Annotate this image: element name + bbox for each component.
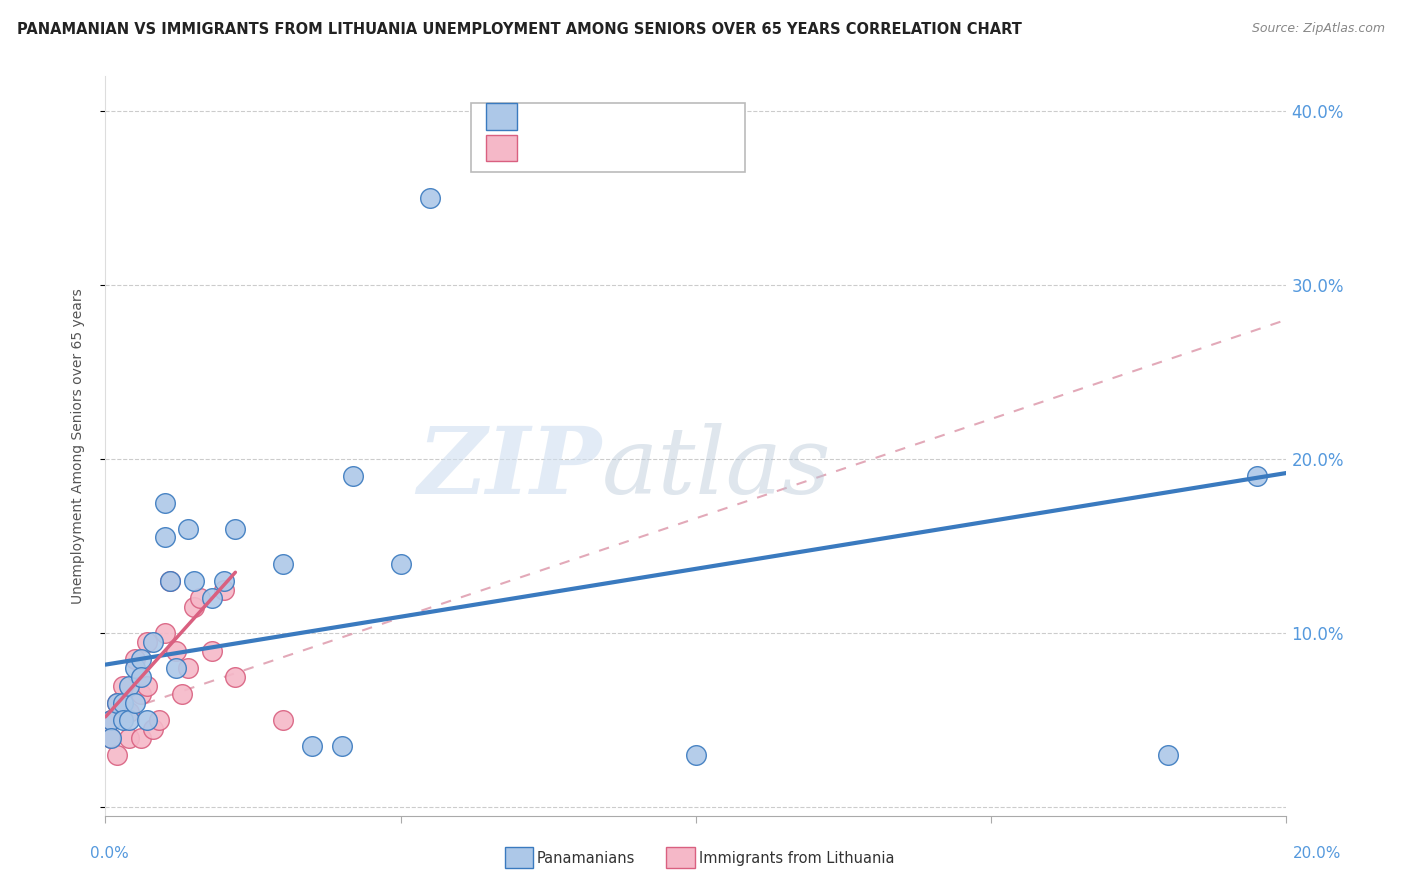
Point	[212, 574, 235, 588]
Point	[159, 574, 181, 588]
Point	[142, 635, 165, 649]
Point	[224, 522, 246, 536]
Point	[224, 670, 246, 684]
Point	[1157, 748, 1180, 763]
Point	[153, 495, 176, 509]
Text: R = 0.415: R = 0.415	[530, 141, 610, 155]
Point	[129, 670, 152, 684]
Point	[177, 522, 200, 536]
Point	[271, 714, 294, 728]
Point	[135, 714, 157, 728]
Point	[183, 600, 205, 615]
Point	[159, 574, 181, 588]
Point	[201, 643, 224, 657]
Text: atlas: atlas	[602, 423, 831, 513]
Point	[419, 191, 441, 205]
Point	[100, 731, 122, 745]
Point	[112, 714, 135, 728]
Text: Immigrants from Lithuania: Immigrants from Lithuania	[699, 851, 894, 865]
Point	[685, 748, 707, 763]
Text: N = 31: N = 31	[643, 110, 699, 124]
Point	[201, 591, 224, 606]
Point	[1246, 469, 1268, 483]
Point	[148, 714, 170, 728]
Point	[100, 714, 122, 728]
Point	[124, 652, 146, 666]
Point	[105, 748, 128, 763]
Point	[100, 714, 122, 728]
Point	[100, 731, 122, 745]
Point	[118, 705, 141, 719]
Point	[105, 696, 128, 710]
Point	[135, 635, 157, 649]
Point	[129, 687, 152, 701]
Point	[330, 739, 353, 754]
Text: Panamanians: Panamanians	[537, 851, 636, 865]
Point	[183, 574, 205, 588]
Point	[105, 696, 128, 710]
Point	[135, 679, 157, 693]
Text: PANAMANIAN VS IMMIGRANTS FROM LITHUANIA UNEMPLOYMENT AMONG SENIORS OVER 65 YEARS: PANAMANIAN VS IMMIGRANTS FROM LITHUANIA …	[17, 22, 1022, 37]
Text: Source: ZipAtlas.com: Source: ZipAtlas.com	[1251, 22, 1385, 36]
Text: ZIP: ZIP	[418, 423, 602, 513]
Point	[172, 687, 194, 701]
Point	[142, 722, 165, 736]
Point	[129, 731, 152, 745]
Point	[124, 696, 146, 710]
Point	[112, 696, 135, 710]
Text: R = 0.237: R = 0.237	[530, 110, 610, 124]
Point	[118, 731, 141, 745]
Point	[129, 652, 152, 666]
Point	[342, 469, 364, 483]
Point	[188, 591, 211, 606]
Text: N = 25: N = 25	[643, 141, 699, 155]
Y-axis label: Unemployment Among Seniors over 65 years: Unemployment Among Seniors over 65 years	[70, 288, 84, 604]
Point	[118, 679, 141, 693]
Point	[212, 582, 235, 597]
Point	[153, 531, 176, 545]
Text: 0.0%: 0.0%	[90, 847, 129, 861]
Point	[165, 643, 187, 657]
Point	[301, 739, 323, 754]
Text: 20.0%: 20.0%	[1294, 847, 1341, 861]
Point	[165, 661, 187, 675]
Point	[118, 714, 141, 728]
Point	[124, 661, 146, 675]
Point	[112, 679, 135, 693]
Point	[271, 557, 294, 571]
Point	[389, 557, 412, 571]
Point	[177, 661, 200, 675]
Point	[153, 626, 176, 640]
